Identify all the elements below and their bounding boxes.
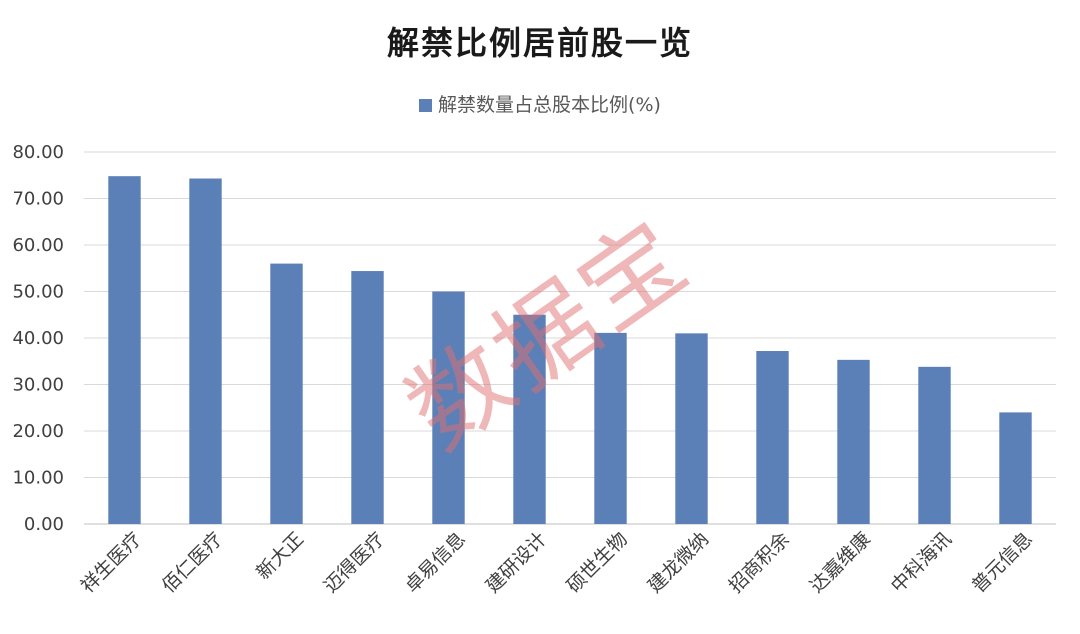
y-tick-label: 30.00 <box>12 375 64 396</box>
y-tick-label: 20.00 <box>12 421 64 442</box>
legend: 解禁数量占总股本比例(%) <box>0 90 1080 117</box>
x-category-label: 卓易信息 <box>401 528 470 597</box>
bar <box>999 412 1032 524</box>
x-category-label: 祥生医疗 <box>77 528 146 597</box>
bar <box>189 178 222 524</box>
y-tick-label: 80.00 <box>12 142 64 163</box>
bar <box>351 271 384 524</box>
y-tick-label: 50.00 <box>12 282 64 303</box>
x-category-label: 普元信息 <box>968 528 1037 597</box>
y-tick-label: 70.00 <box>12 189 64 210</box>
bar <box>513 314 546 524</box>
x-category-label: 建龙微纳 <box>644 528 713 597</box>
x-category-label: 招商积余 <box>725 528 794 597</box>
bar <box>675 333 708 524</box>
legend-label: 解禁数量占总股本比例(%) <box>438 94 661 116</box>
bar <box>837 359 870 524</box>
y-tick-label: 10.00 <box>12 468 64 489</box>
bar <box>108 176 141 524</box>
x-category-label: 佰仁医疗 <box>158 528 227 597</box>
bar <box>432 291 465 524</box>
y-tick-label: 0.00 <box>24 514 64 535</box>
chart-title: 解禁比例居前股一览 <box>386 24 693 62</box>
y-tick-label: 40.00 <box>12 328 64 349</box>
bar <box>270 263 303 524</box>
x-category-label: 硕世生物 <box>563 528 632 597</box>
x-category-label: 中科海讯 <box>887 528 956 597</box>
legend-swatch <box>419 99 433 112</box>
y-tick-label: 60.00 <box>12 235 64 256</box>
bar <box>594 332 627 524</box>
x-category-label: 建研设计 <box>482 528 551 597</box>
bar <box>756 351 789 524</box>
x-category-label: 达嘉维康 <box>806 528 875 597</box>
x-category-label: 新大正 <box>252 528 308 584</box>
bar <box>918 366 951 524</box>
x-category-label: 迈得医疗 <box>320 528 389 597</box>
